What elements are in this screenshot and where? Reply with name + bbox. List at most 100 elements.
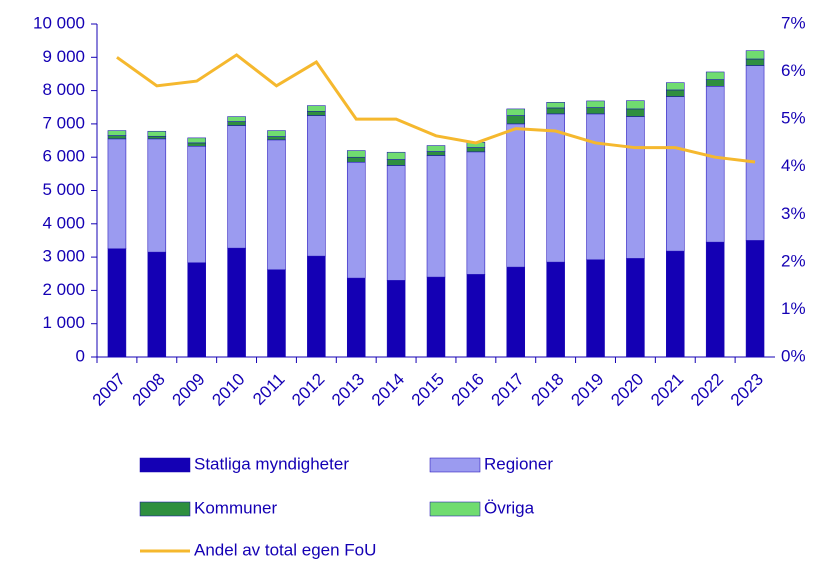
bar-segment [626,258,645,358]
x-tick-label: 2021 [647,370,687,410]
bar-segment [227,247,246,358]
y-tick-label: 4 000 [42,213,85,232]
y-tick-label: 2 000 [42,280,85,299]
x-tick-label: 2009 [169,370,209,410]
y2-tick-label: 5% [781,109,806,128]
bar-segment [506,123,526,268]
legend-label: Kommuner [194,498,277,517]
y2-tick-label: 2% [781,251,806,270]
y-tick-label: 9 000 [42,47,85,66]
x-tick-label: 2010 [208,370,248,410]
x-tick-label: 2015 [408,370,448,410]
bar-segment [626,108,645,117]
bar-segment [267,130,286,137]
legend-swatch [429,457,481,473]
bar-segment [546,107,565,115]
bar-segment [745,65,765,241]
y-tick-label: 0 [76,346,85,365]
y2-tick-label: 6% [781,61,806,80]
y2-tick-label: 0% [781,346,806,365]
bar-segment [386,165,406,281]
bar-segment [147,130,167,137]
bar-segment [506,108,526,116]
bar-segment [546,113,565,263]
bar-segment [227,116,246,122]
bar-segment [666,250,685,358]
bar-segment [506,266,526,358]
x-tick-label: 2008 [129,370,169,410]
bar-segment [586,107,605,115]
bar-segment [426,151,446,156]
bar-segment [386,159,406,166]
x-tick-label: 2011 [249,370,288,409]
y2-tick-label: 7% [781,13,806,32]
bar-segment [666,89,685,97]
legend-label: Övriga [484,498,535,517]
x-tick-label: 2012 [288,370,328,410]
y-tick-label: 7 000 [42,113,85,132]
bar-segment [705,86,725,243]
bar-segment [187,137,206,144]
y-tick-label: 5 000 [42,180,85,199]
bar-segment [267,136,286,141]
y2-tick-label: 3% [781,204,806,223]
x-tick-label: 2017 [488,370,528,410]
bar-segment [147,138,167,253]
bar-segment [466,274,486,358]
x-tick-label: 2014 [368,370,408,410]
bar-segment [346,150,366,158]
bar-segment [107,135,127,140]
x-tick-label: 2020 [607,370,647,410]
legend-swatch [139,501,191,517]
y-tick-label: 3 000 [42,247,85,266]
x-tick-label: 2018 [527,370,567,410]
bar-segment [346,161,366,279]
y-tick-label: 1 000 [42,313,85,332]
bar-segment [267,269,286,358]
bar-segment [107,248,127,358]
bar-segment [227,121,246,126]
bar-segment [506,115,526,125]
bar-segment [267,139,286,271]
bar-segment [586,259,605,358]
x-tick-label: 2016 [448,370,488,410]
bar-segment [227,125,246,249]
bar-segment [307,255,326,358]
legend-label: Regioner [484,454,553,473]
bar-segment [626,116,645,259]
bar-segment [187,145,206,264]
legend-label: Andel av total egen FoU [194,540,376,559]
y2-tick-label: 1% [781,299,806,318]
x-tick-label: 2007 [89,370,129,410]
bar-segment [187,142,206,147]
bar-segment [666,96,685,252]
bar-segment [705,79,725,87]
bar-segment [666,82,685,91]
bar-segment [745,240,765,358]
bar-segment [546,102,565,109]
bar-segment [426,145,446,152]
y-tick-label: 6 000 [42,147,85,166]
bar-segment [466,147,486,153]
bar-segment [586,100,605,108]
bar-segment [147,135,167,140]
x-tick-label: 2019 [567,370,607,410]
line [116,53,756,164]
bar-segment [426,276,446,358]
y-tick-label: 10 000 [33,13,85,32]
legend-swatch [139,457,191,473]
x-tick-label: 2013 [328,370,368,410]
bar-segment [386,151,406,160]
bar-segment [307,105,326,112]
bar-segment [307,115,326,257]
bar-segment [705,71,725,80]
x-tick-label: 2022 [687,370,727,410]
legend-swatch [429,501,481,517]
bar-segment [626,100,645,110]
bar-segment [586,113,605,261]
legend-label: Statliga myndigheter [194,454,349,473]
bar-segment [745,50,765,60]
bar-segment [705,241,725,358]
bar-segment [546,261,565,358]
